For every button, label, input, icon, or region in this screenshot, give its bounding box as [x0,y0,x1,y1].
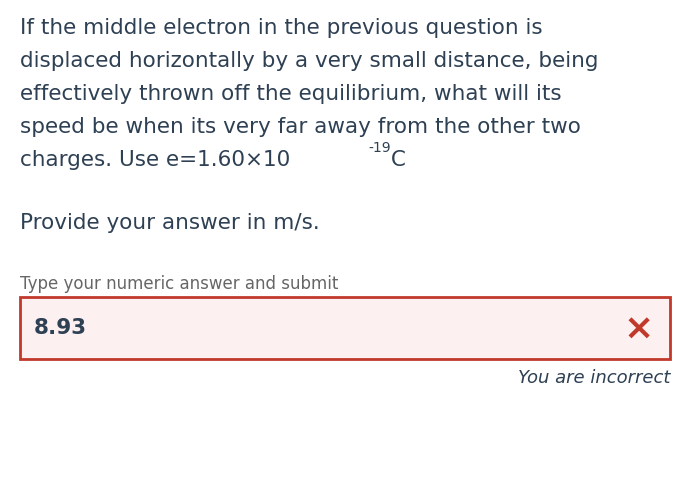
Text: ×: × [624,312,654,346]
Text: If the middle electron in the previous question is: If the middle electron in the previous q… [20,18,542,38]
Text: charges. Use e=1.60×10: charges. Use e=1.60×10 [20,150,290,170]
Text: -19: -19 [368,141,391,155]
Text: 8.93: 8.93 [34,318,87,338]
Text: You are incorrect: You are incorrect [518,369,670,387]
Text: Provide your answer in m/s.: Provide your answer in m/s. [20,213,319,233]
FancyBboxPatch shape [20,297,670,360]
Text: speed be when its very far away from the other two: speed be when its very far away from the… [20,117,581,137]
Text: C: C [384,150,406,170]
Text: effectively thrown off the equilibrium, what will its: effectively thrown off the equilibrium, … [20,84,562,104]
Text: Type your numeric answer and submit: Type your numeric answer and submit [20,276,338,294]
Text: displaced horizontally by a very small distance, being: displaced horizontally by a very small d… [20,51,598,71]
